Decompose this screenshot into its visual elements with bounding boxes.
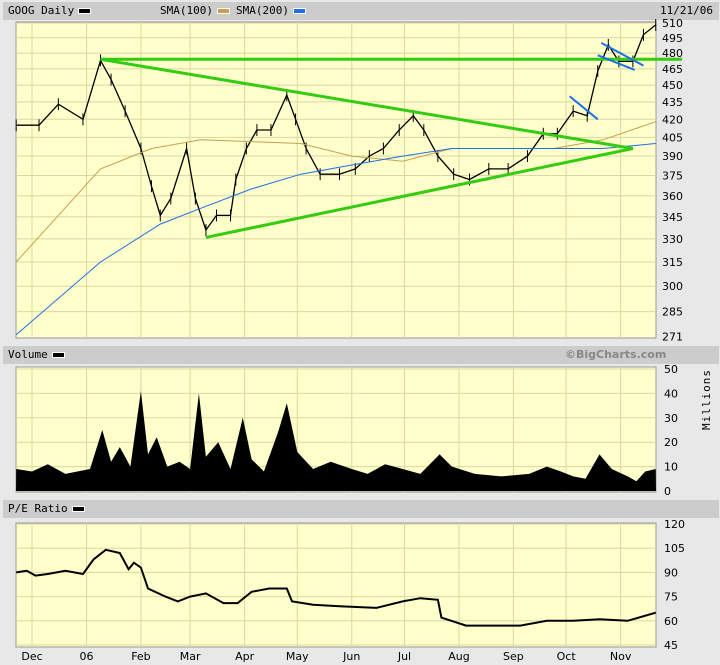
bigcharts-credit: ©BigCharts.com <box>565 348 667 361</box>
price-tick-label: 420 <box>662 113 683 126</box>
x-tick-label: Feb <box>131 650 150 663</box>
sma200-swatch <box>292 8 306 14</box>
sma100-legend: SMA(100) <box>160 4 230 17</box>
symbol-text: GOOG Daily <box>8 4 75 17</box>
price-tick-label: 360 <box>662 190 683 203</box>
price-header: GOOG Daily SMA(100) SMA(200) 11/21/06 <box>3 2 719 20</box>
price-tick-label: 510 <box>662 17 683 30</box>
volume-label: Volume <box>8 348 48 361</box>
pe-swatch <box>71 506 85 512</box>
x-tick-label: Nov <box>610 650 632 663</box>
price-swatch <box>78 8 92 14</box>
x-tick-label: 06 <box>79 650 93 663</box>
x-tick-label: Dec <box>21 650 42 663</box>
chart-date: 11/21/06 <box>660 4 713 17</box>
trendline-line <box>205 147 634 239</box>
sma200-text: SMA(200) <box>236 4 289 17</box>
x-tick-label: Jul <box>397 650 411 663</box>
sma200-line <box>15 143 656 336</box>
pe-tick-label: 75 <box>664 591 678 604</box>
sma100-text: SMA(100) <box>160 4 213 17</box>
x-tick-label: Jun <box>342 650 360 663</box>
channel-line <box>569 95 599 121</box>
trendline-line <box>100 57 634 150</box>
price-tick-label: 345 <box>662 211 683 224</box>
volume-tick-label: 50 <box>664 363 678 376</box>
volume-tick-label: 0 <box>664 485 671 498</box>
price-tick-label: 480 <box>662 47 683 60</box>
channel-line <box>597 54 636 71</box>
sma100-swatch <box>216 8 230 14</box>
price-tick-label: 285 <box>662 306 683 319</box>
price-plot-area <box>15 21 657 339</box>
sma100-line <box>15 121 656 263</box>
price-tick-label: 330 <box>662 233 683 246</box>
x-tick-label: Oct <box>557 650 577 663</box>
price-tick-label: 465 <box>662 63 683 76</box>
x-tick-label: Aug <box>448 650 469 663</box>
pe-tick-label: 120 <box>664 518 685 531</box>
price-tick-label: 435 <box>662 96 683 109</box>
volume-tick-label: 20 <box>664 436 678 449</box>
price-tick-label: 450 <box>662 79 683 92</box>
x-tick-label: May <box>286 650 309 663</box>
pe-tick-label: 105 <box>664 542 685 555</box>
x-tick-label: Mar <box>180 650 201 663</box>
x-tick-label: Sep <box>503 650 524 663</box>
price-tick-label: 375 <box>662 170 683 183</box>
price-tick-label: 495 <box>662 32 683 45</box>
volume-header: Volume ©BigCharts.com <box>3 346 719 364</box>
pe-line <box>16 548 656 627</box>
price-tick-label: 315 <box>662 256 683 269</box>
volume-area <box>16 391 656 491</box>
pe-tick-label: 90 <box>664 566 678 579</box>
pe-plot-area <box>15 522 657 648</box>
price-tick-label: 300 <box>662 280 683 293</box>
channel-line <box>600 41 644 67</box>
sma200-legend: SMA(200) <box>236 4 306 17</box>
price-tick-label: 405 <box>662 131 683 144</box>
pe-tick-label: 60 <box>664 615 678 628</box>
pe-header: P/E Ratio <box>3 500 719 518</box>
pe-label: P/E Ratio <box>8 502 68 515</box>
volume-tick-label: 10 <box>664 461 678 474</box>
price-tick-label: 390 <box>662 150 683 163</box>
volume-tick-label: 40 <box>664 387 678 400</box>
symbol-label: GOOG Daily <box>8 4 92 17</box>
x-tick-label: Apr <box>235 650 255 663</box>
price-tick-label: 271 <box>662 331 683 344</box>
volume-tick-label: 30 <box>664 412 678 425</box>
volume-swatch <box>51 352 65 358</box>
pe-tick-label: 45 <box>664 639 678 652</box>
